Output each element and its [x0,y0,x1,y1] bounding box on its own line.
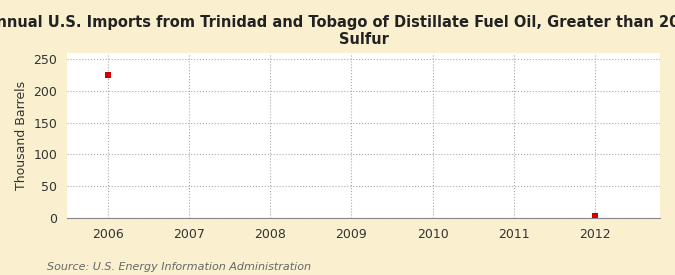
Title: Annual U.S. Imports from Trinidad and Tobago of Distillate Fuel Oil, Greater tha: Annual U.S. Imports from Trinidad and To… [0,15,675,47]
Y-axis label: Thousand Barrels: Thousand Barrels [15,81,28,190]
Text: Source: U.S. Energy Information Administration: Source: U.S. Energy Information Administ… [47,262,311,272]
